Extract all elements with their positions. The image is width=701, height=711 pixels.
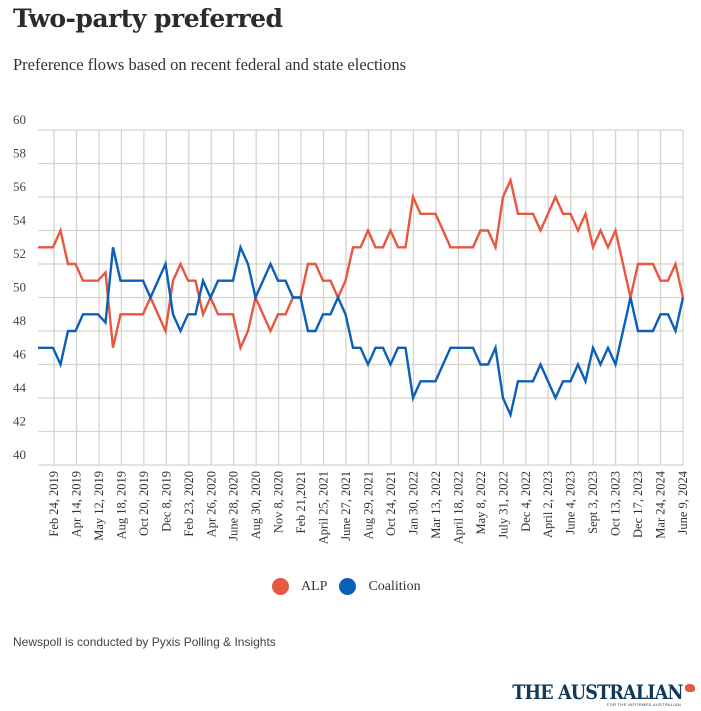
x-tick-label: Sept 3, 2023 <box>586 471 600 534</box>
x-tick-label: Aug 18, 2019 <box>114 471 128 539</box>
x-tick-label: Dec 17, 2023 <box>631 471 645 538</box>
series-line-alp <box>38 176 685 352</box>
legend-item-alp[interactable]: ALP <box>272 578 327 595</box>
x-tick-label: April 2, 2023 <box>541 471 555 538</box>
x-tick-label: Jan 30, 2022 <box>406 471 420 535</box>
x-tick-label: Mar 24, 2024 <box>654 470 668 538</box>
series-lines <box>37 176 685 419</box>
x-tick-label: April 18, 2022 <box>451 471 465 544</box>
y-tick-label: 60 <box>13 112 26 127</box>
chart-title: Two-party preferred <box>13 4 283 33</box>
y-axis: 40 42 44 46 48 50 52 54 56 58 60 <box>13 112 27 462</box>
x-tick-label: Apr 14, 2019 <box>69 471 83 537</box>
logo-tagline: FOR THE INFORMED AUSTRALIAN <box>606 702 681 707</box>
y-tick-label: 46 <box>13 347 27 362</box>
publisher-logo[interactable]: THE AUSTRALIAN FOR THE INFORMED AUSTRALI… <box>489 680 695 707</box>
x-tick-label: Apr 26, 2020 <box>204 471 218 537</box>
y-tick-label: 40 <box>13 447 26 462</box>
x-axis: Feb 24, 2019 Apr 14, 2019 May 12, 2019 Aug … <box>47 470 690 544</box>
y-tick-label: 42 <box>13 414 26 429</box>
x-tick-label: Nov 8, 2020 <box>272 471 286 533</box>
x-tick-label: Dec 8, 2019 <box>159 471 173 532</box>
y-tick-label: 52 <box>13 246 26 261</box>
legend-label-coalition: Coalition <box>368 578 421 594</box>
x-tick-label: Feb 23, 2020 <box>182 471 196 537</box>
legend-item-coalition[interactable]: Coalition <box>339 578 421 595</box>
x-tick-label: Feb 21,2021 <box>294 471 308 534</box>
australia-map-icon <box>685 684 695 692</box>
x-tick-label: Feb 24, 2019 <box>47 471 61 537</box>
y-tick-label: 48 <box>13 313 26 328</box>
x-tick-label: June 9, 2024 <box>676 470 690 534</box>
x-tick-label: Oct 20, 2019 <box>137 471 151 536</box>
y-tick-label: 44 <box>13 380 27 395</box>
grid <box>38 129 684 466</box>
alp-swatch-icon <box>272 578 289 595</box>
x-tick-label: May 8, 2022 <box>474 471 488 535</box>
legend: ALP Coalition <box>272 578 433 595</box>
y-tick-label: 58 <box>13 146 26 161</box>
legend-label-alp: ALP <box>301 578 328 594</box>
logo-wordmark: THE AUSTRALIAN <box>512 680 684 704</box>
x-tick-label: April 25, 2021 <box>317 471 331 544</box>
y-tick-label: 50 <box>13 280 26 295</box>
x-tick-label: July 31, 2022 <box>496 471 510 539</box>
x-tick-label: May 12, 2019 <box>92 471 106 541</box>
x-tick-label: Oct 24, 2021 <box>384 471 398 536</box>
x-tick-label: June 28, 2020 <box>227 471 241 541</box>
y-tick-label: 54 <box>13 213 27 228</box>
x-tick-label: Aug 30, 2020 <box>249 471 263 539</box>
source-note: Newspoll is conducted by Pyxis Polling &… <box>13 635 276 649</box>
series-line-coalition <box>38 243 685 419</box>
x-tick-label: June 4, 2023 <box>564 471 578 535</box>
coalition-swatch-icon <box>339 578 357 595</box>
x-tick-label: Oct 13, 2023 <box>609 471 623 536</box>
x-tick-label: Dec 4, 2022 <box>519 471 533 532</box>
x-tick-label: Mar 13, 2022 <box>429 471 443 539</box>
x-tick-label: Aug 29, 2021 <box>362 471 376 539</box>
x-tick-label: June 27, 2021 <box>339 471 353 541</box>
line-chart: 40 42 44 46 48 50 52 54 56 58 60 Feb 24, 2019 Apr 1… <box>13 112 690 544</box>
y-tick-label: 56 <box>13 179 27 194</box>
chart-subtitle: Preference flows based on recent federal… <box>13 55 407 74</box>
